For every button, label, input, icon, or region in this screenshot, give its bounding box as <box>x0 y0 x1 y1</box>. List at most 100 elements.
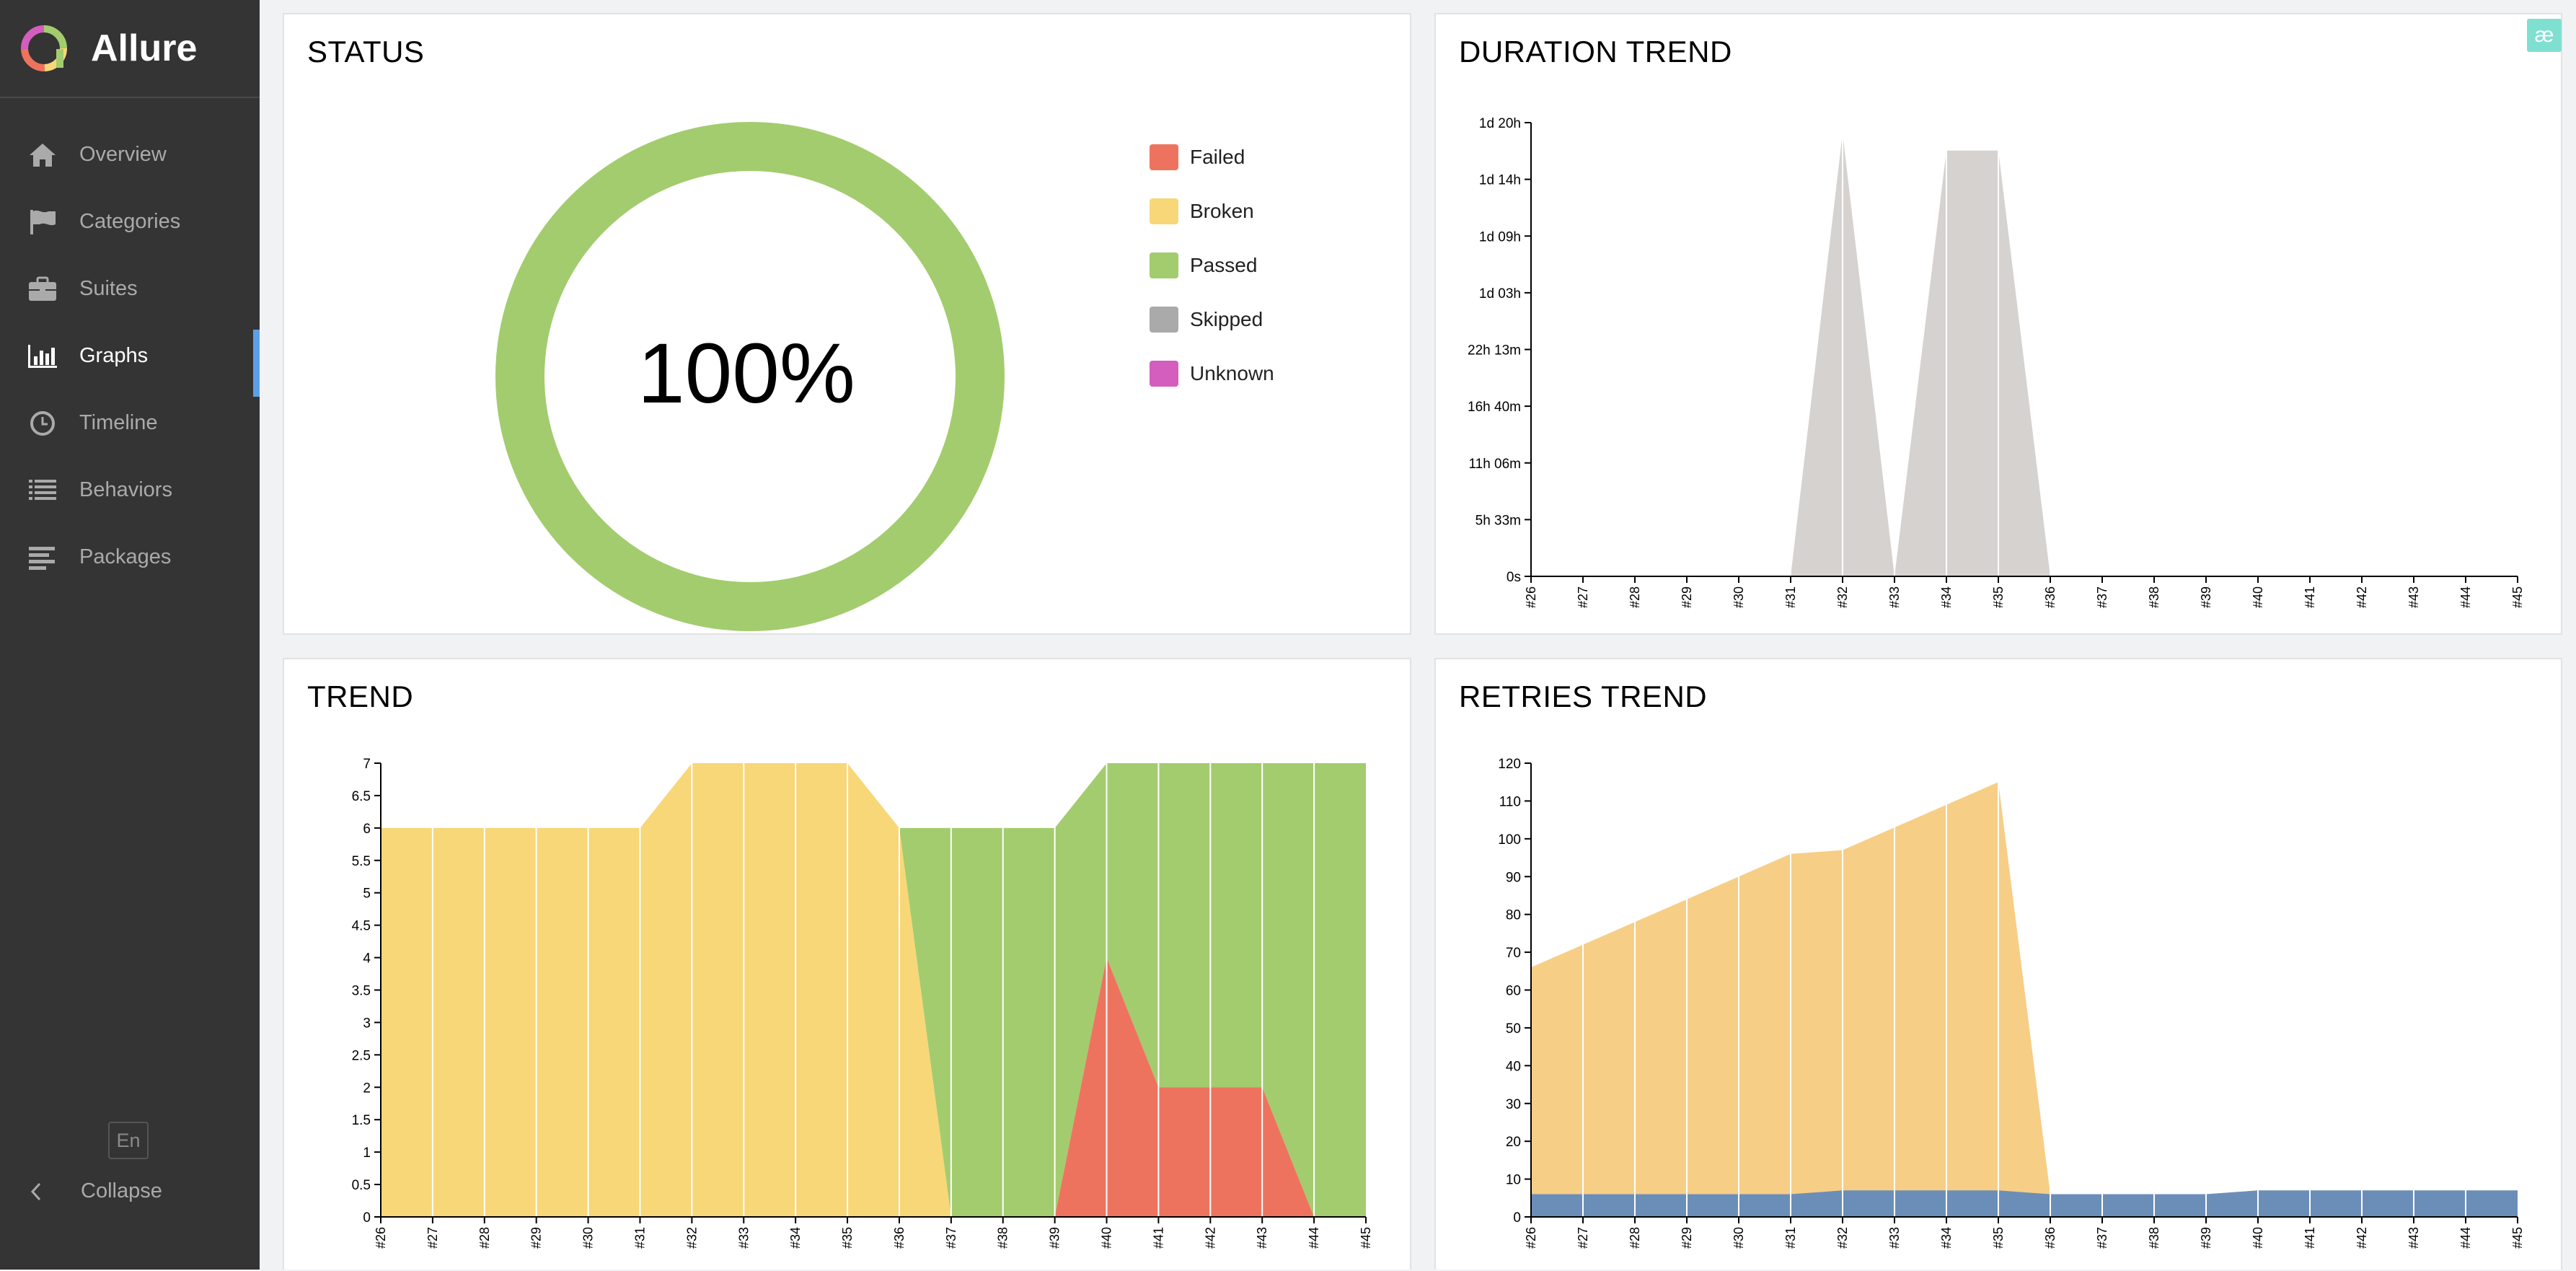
status-donut-chart <box>495 122 1005 631</box>
y-tick-label: 6 <box>363 822 371 837</box>
y-tick-label: 22h 13m <box>1468 343 1521 359</box>
x-tick-label: #33 <box>736 1227 751 1249</box>
x-tick-label: #27 <box>425 1227 440 1249</box>
legend-item-passed[interactable]: Passed <box>1150 252 1257 278</box>
x-tick-label: #29 <box>529 1227 544 1249</box>
x-tick-label: #26 <box>1524 1227 1538 1249</box>
align-left-icon <box>26 541 59 574</box>
panel-title: RETRIES TREND <box>1459 680 1708 713</box>
sidebar-item-suites[interactable]: Suites <box>0 255 260 322</box>
y-tick-label: 1d 09h <box>1479 229 1521 245</box>
extension-badge[interactable]: æ <box>2527 19 2562 52</box>
y-tick-label: 4.5 <box>352 919 371 934</box>
legend-item-broken[interactable]: Broken <box>1150 198 1254 224</box>
app-name: Allure <box>91 27 198 69</box>
collapse-button[interactable]: Collapse <box>29 1179 162 1203</box>
legend-item-skipped[interactable]: Skipped <box>1150 307 1263 333</box>
sidebar-item-graphs[interactable]: Graphs <box>0 322 260 397</box>
x-tick-label: #34 <box>1939 1227 1954 1249</box>
y-tick-label: 16h 40m <box>1468 400 1521 415</box>
donut-slice-passed[interactable] <box>495 122 1005 631</box>
x-tick-label: #36 <box>892 1227 907 1249</box>
y-tick-label: 2.5 <box>352 1048 371 1063</box>
panel-title: TREND <box>307 680 414 713</box>
x-tick-label: #28 <box>1628 586 1642 608</box>
y-tick-label: 3.5 <box>352 984 371 999</box>
y-tick-label: 3 <box>363 1016 371 1031</box>
y-tick-label: 5.5 <box>352 854 371 869</box>
y-tick-label: 1d 14h <box>1479 173 1521 188</box>
legend-item-unknown[interactable]: Unknown <box>1150 361 1274 387</box>
x-tick-label: #42 <box>1203 1227 1217 1249</box>
legend-swatch <box>1150 144 1178 170</box>
x-tick-label: #44 <box>2458 586 2473 608</box>
legend-swatch <box>1150 252 1178 278</box>
panel-title: STATUS <box>307 35 425 69</box>
retries-area-total <box>1531 782 2518 1217</box>
x-tick-label: #27 <box>1576 1227 1590 1249</box>
x-tick-label: #37 <box>2095 1227 2109 1249</box>
x-tick-label: #37 <box>2095 586 2109 608</box>
list-icon <box>26 474 59 507</box>
y-tick-label: 7 <box>363 757 371 772</box>
y-tick-label: 2 <box>363 1081 371 1096</box>
x-tick-label: #33 <box>1887 1227 1902 1249</box>
y-tick-label: 70 <box>1506 946 1521 961</box>
y-tick-label: 5h 33m <box>1476 513 1521 528</box>
sidebar-item-timeline[interactable]: Timeline <box>0 390 260 457</box>
x-tick-label: #42 <box>2355 586 2369 608</box>
duration-area <box>1531 133 2518 576</box>
sidebar: Allure Overview Categories Suites Graphs <box>0 0 260 1270</box>
x-tick-label: #40 <box>2251 586 2265 608</box>
x-tick-label: #44 <box>2458 1227 2473 1249</box>
sidebar-item-packages[interactable]: Packages <box>0 524 260 591</box>
x-tick-label: #30 <box>1732 1227 1746 1249</box>
y-tick-label: 4 <box>363 951 371 967</box>
y-tick-label: 80 <box>1506 908 1521 923</box>
y-tick-label: 0 <box>363 1210 371 1226</box>
y-tick-label: 110 <box>1499 794 1521 809</box>
panel-title: DURATION TREND <box>1459 35 1732 69</box>
y-tick-label: 1.5 <box>352 1113 371 1128</box>
x-tick-label: #32 <box>1835 1227 1850 1249</box>
x-tick-label: #30 <box>1732 586 1746 608</box>
y-tick-label: 10 <box>1506 1173 1521 1188</box>
x-tick-label: #38 <box>996 1227 1010 1249</box>
x-tick-label: #35 <box>1991 1227 2006 1249</box>
x-tick-label: #36 <box>2043 586 2057 608</box>
language-switcher[interactable]: En <box>108 1122 149 1159</box>
legend-swatch <box>1150 198 1178 224</box>
x-tick-label: #41 <box>2303 586 2317 608</box>
y-tick-label: 1d 03h <box>1479 286 1521 302</box>
legend-item-failed[interactable]: Failed <box>1150 144 1245 170</box>
x-tick-label: #27 <box>1576 586 1590 608</box>
sidebar-item-behaviors[interactable]: Behaviors <box>0 457 260 524</box>
status-percentage: 100% <box>638 326 855 421</box>
x-tick-label: #41 <box>2303 1227 2317 1249</box>
legend-label: Broken <box>1190 200 1254 222</box>
legend-label: Passed <box>1190 254 1258 276</box>
brand[interactable]: Allure <box>0 0 260 98</box>
x-tick-label: #45 <box>1359 1227 1373 1249</box>
y-tick-label: 0s <box>1507 570 1521 585</box>
sidebar-item-label: Overview <box>79 143 167 166</box>
y-tick-label: 11h 06m <box>1468 457 1521 472</box>
y-tick-label: 50 <box>1506 1021 1521 1037</box>
allure-logo-icon <box>21 25 67 71</box>
x-tick-label: #42 <box>2355 1227 2369 1249</box>
retries-area-base <box>1531 1190 2518 1217</box>
x-tick-label: #33 <box>1887 586 1902 608</box>
x-tick-label: #45 <box>2510 1227 2525 1249</box>
y-tick-label: 6.5 <box>352 789 371 804</box>
x-tick-label: #26 <box>374 1227 388 1249</box>
x-tick-label: #40 <box>2251 1227 2265 1249</box>
sidebar-nav: Overview Categories Suites Graphs Tim <box>0 121 260 591</box>
x-tick-label: #38 <box>2147 586 2161 608</box>
y-tick-label: 60 <box>1506 984 1521 999</box>
x-tick-label: #37 <box>944 1227 958 1249</box>
y-tick-label: 5 <box>363 887 371 902</box>
sidebar-item-overview[interactable]: Overview <box>0 121 260 188</box>
sidebar-item-label: Behaviors <box>79 478 172 501</box>
x-tick-label: #39 <box>2199 1227 2213 1249</box>
sidebar-item-categories[interactable]: Categories <box>0 188 260 255</box>
